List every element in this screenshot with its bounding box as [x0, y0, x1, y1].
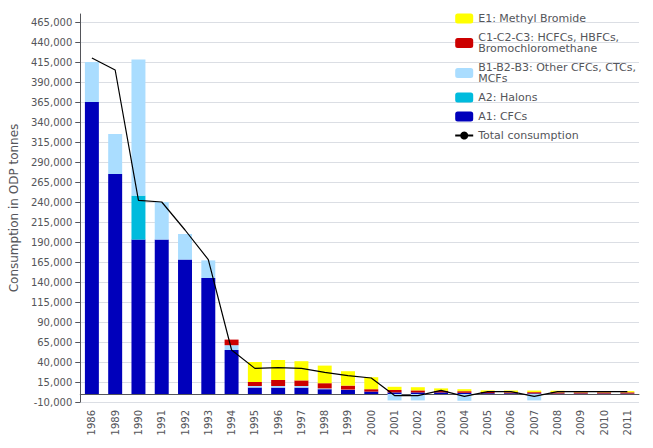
svg-text:2006: 2006	[505, 410, 516, 435]
svg-text:1994: 1994	[226, 410, 237, 435]
svg-text:-10,000: -10,000	[34, 397, 73, 408]
svg-text:440,000: 440,000	[31, 37, 72, 48]
svg-text:465,000: 465,000	[31, 17, 72, 28]
svg-text:2001: 2001	[389, 410, 400, 435]
svg-text:Total consumption: Total consumption	[477, 129, 578, 142]
svg-text:65,000: 65,000	[37, 337, 72, 348]
svg-text:340,000: 340,000	[31, 117, 72, 128]
svg-text:190,000: 190,000	[31, 237, 72, 248]
svg-text:B1-B2-B3: Other CFCs, CTCs,: B1-B2-B3: Other CFCs, CTCs,	[478, 61, 636, 74]
svg-text:Bromochloromethane: Bromochloromethane	[478, 42, 597, 55]
svg-text:1991: 1991	[156, 410, 167, 435]
svg-text:40,000: 40,000	[37, 357, 72, 368]
svg-text:2005: 2005	[482, 410, 493, 435]
svg-text:115,000: 115,000	[31, 297, 72, 308]
svg-text:A2: Halons: A2: Halons	[478, 91, 537, 104]
svg-text:215,000: 215,000	[31, 217, 72, 228]
svg-text:1989: 1989	[110, 410, 121, 435]
svg-text:1996: 1996	[273, 410, 284, 435]
svg-text:315,000: 315,000	[31, 137, 72, 148]
svg-text:1995: 1995	[249, 410, 260, 435]
svg-text:1997: 1997	[296, 410, 307, 435]
svg-text:MCFs: MCFs	[478, 72, 507, 85]
svg-text:165,000: 165,000	[31, 257, 72, 268]
svg-text:2009: 2009	[575, 410, 586, 435]
svg-text:2007: 2007	[529, 410, 540, 435]
svg-text:2010: 2010	[599, 410, 610, 435]
svg-text:Consumption in ODP tonnes: Consumption in ODP tonnes	[7, 124, 21, 293]
svg-text:1986: 1986	[86, 410, 97, 435]
svg-text:140,000: 140,000	[31, 277, 72, 288]
svg-text:C1-C2-C3: HCFCs, HBFCs,: C1-C2-C3: HCFCs, HBFCs,	[478, 31, 620, 44]
svg-text:2004: 2004	[459, 410, 470, 435]
svg-text:A1: CFCs: A1: CFCs	[478, 110, 527, 123]
svg-text:1992: 1992	[180, 410, 191, 435]
svg-text:15,000: 15,000	[37, 377, 72, 388]
svg-text:1990: 1990	[133, 410, 144, 435]
svg-text:1993: 1993	[203, 410, 214, 435]
svg-text:240,000: 240,000	[31, 197, 72, 208]
svg-text:E1: Methyl Bromide: E1: Methyl Bromide	[478, 12, 586, 25]
svg-text:390,000: 390,000	[31, 77, 72, 88]
svg-text:2008: 2008	[552, 410, 563, 435]
svg-text:2011: 2011	[622, 410, 633, 435]
svg-text:365,000: 365,000	[31, 97, 72, 108]
svg-text:1999: 1999	[342, 410, 353, 435]
svg-text:265,000: 265,000	[31, 177, 72, 188]
svg-text:2000: 2000	[366, 410, 377, 435]
svg-text:415,000: 415,000	[31, 57, 72, 68]
svg-text:290,000: 290,000	[31, 157, 72, 168]
svg-text:90,000: 90,000	[37, 317, 72, 328]
svg-text:1998: 1998	[319, 410, 330, 435]
svg-text:2003: 2003	[436, 410, 447, 435]
svg-text:2002: 2002	[412, 410, 423, 435]
